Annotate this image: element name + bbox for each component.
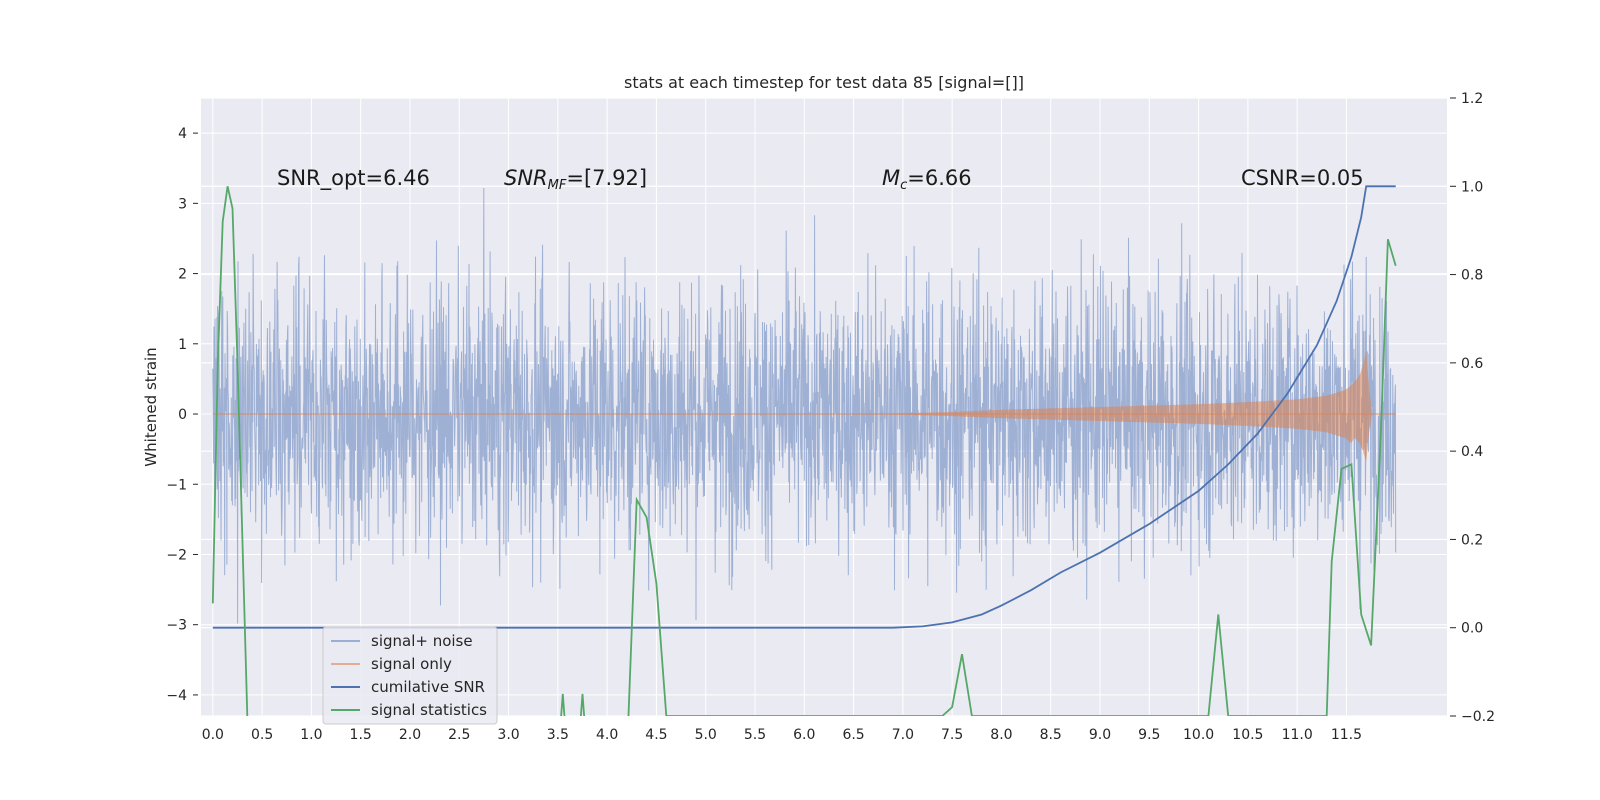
x-tick-label: 3.5 (547, 727, 569, 743)
x-tick-label: 3.0 (497, 727, 519, 743)
x-tick-labels: 0.0 0.5 1.0 1.5 2.0 2.5 3.0 3.5 4.0 4.5 5.0 5.5 6.0 6… (202, 727, 1362, 743)
legend-box (322, 626, 498, 725)
series-signal-plus-noise (212, 187, 1397, 624)
x-tick-label: 7.0 (892, 727, 914, 743)
y-axis-label: Whitened strain (142, 347, 160, 466)
left-y-tick-label: −4 (166, 688, 187, 704)
series-signal-statistics (211, 186, 1397, 716)
x-tick-label: 10.5 (1232, 727, 1263, 743)
legend-label-signal-only: signal only (371, 655, 452, 673)
signal-statistics-line (211, 186, 1397, 716)
legend: signal+ noise signal only cumilative SNR… (322, 626, 498, 725)
x-tick-label: 2.5 (448, 727, 470, 743)
right-y-tick-label: 0.6 (1461, 356, 1483, 372)
left-y-tick-label: 4 (178, 126, 187, 142)
left-y-tick-label: 2 (178, 267, 187, 283)
x-tick-label: 4.0 (596, 727, 618, 743)
x-tick-label: 8.0 (990, 727, 1012, 743)
series-signal-only (212, 350, 1396, 462)
x-tick-label: 8.5 (1040, 727, 1062, 743)
snr-mf-main: SNR (504, 166, 548, 190)
snr-opt-annotation: SNR_opt=6.46 (277, 166, 430, 191)
csnr-annotation: CSNR=0.05 (1241, 166, 1364, 190)
mc-rest: =6.66 (907, 166, 971, 190)
snr-mf-sub: MF (548, 178, 567, 193)
left-y-tick-label: −1 (166, 477, 187, 493)
snr-mf-annotation: SNRMF=[7.92] (504, 166, 647, 193)
x-tick-label: 4.5 (645, 727, 667, 743)
right-y-tick-label: −0.2 (1461, 709, 1495, 725)
mc-sub: c (900, 178, 907, 193)
left-y-tick-label: 3 (178, 196, 187, 212)
x-tick-label: 10.0 (1183, 727, 1214, 743)
legend-label-signal-plus-noise: signal+ noise (371, 632, 473, 650)
right-y-tick-label: 1.0 (1461, 179, 1483, 195)
x-tick-label: 2.0 (399, 727, 421, 743)
x-tick-label: 11.5 (1331, 727, 1362, 743)
x-tick-label: 0.0 (202, 727, 224, 743)
x-tick-label: 9.5 (1138, 727, 1160, 743)
signal-plus-noise-line (212, 187, 1397, 624)
x-tick-label: 11.0 (1282, 727, 1313, 743)
left-y-tick-label: −3 (166, 618, 187, 634)
x-tick-label: 6.0 (793, 727, 815, 743)
x-tick-label: 9.0 (1089, 727, 1111, 743)
x-tick-label: 0.5 (251, 727, 273, 743)
x-tick-label: 6.5 (842, 727, 864, 743)
x-tick-label: 1.5 (350, 727, 372, 743)
legend-label-cumulative-snr: cumilative SNR (371, 678, 485, 696)
legend-label-signal-statistics: signal statistics (371, 701, 487, 719)
right-y-tick-label: 0.8 (1461, 268, 1483, 284)
right-y-tick-label: 1.2 (1461, 91, 1483, 107)
right-y-tick-label: 0.4 (1461, 444, 1483, 460)
mc-main: M (882, 166, 900, 190)
left-y-tick-label: 1 (178, 337, 187, 353)
signal-only-band (212, 350, 1396, 462)
mc-annotation: Mc=6.66 (882, 166, 972, 193)
right-y-tick-labels: 1.2 1.0 0.8 0.6 0.4 0.2 0.0 −0.2 (1450, 91, 1495, 725)
chart-title: stats at each timestep for test data 85 … (624, 73, 1024, 92)
x-tick-label: 5.5 (744, 727, 766, 743)
left-y-tick-labels: 4 3 2 1 0 −1 −2 −3 −4 (166, 126, 198, 704)
left-y-tick-label: 0 (178, 407, 187, 423)
cumulative-snr-line (212, 185, 1396, 629)
x-tick-label: 1.0 (300, 727, 322, 743)
snr-mf-rest: =[7.92] (566, 166, 647, 190)
x-tick-label: 5.0 (695, 727, 717, 743)
left-y-tick-label: −2 (166, 547, 187, 563)
right-y-tick-label: 0.0 (1461, 621, 1483, 637)
x-tick-label: 7.5 (941, 727, 963, 743)
right-y-tick-label: 0.2 (1461, 532, 1483, 548)
series-cumulative-snr (212, 185, 1396, 629)
